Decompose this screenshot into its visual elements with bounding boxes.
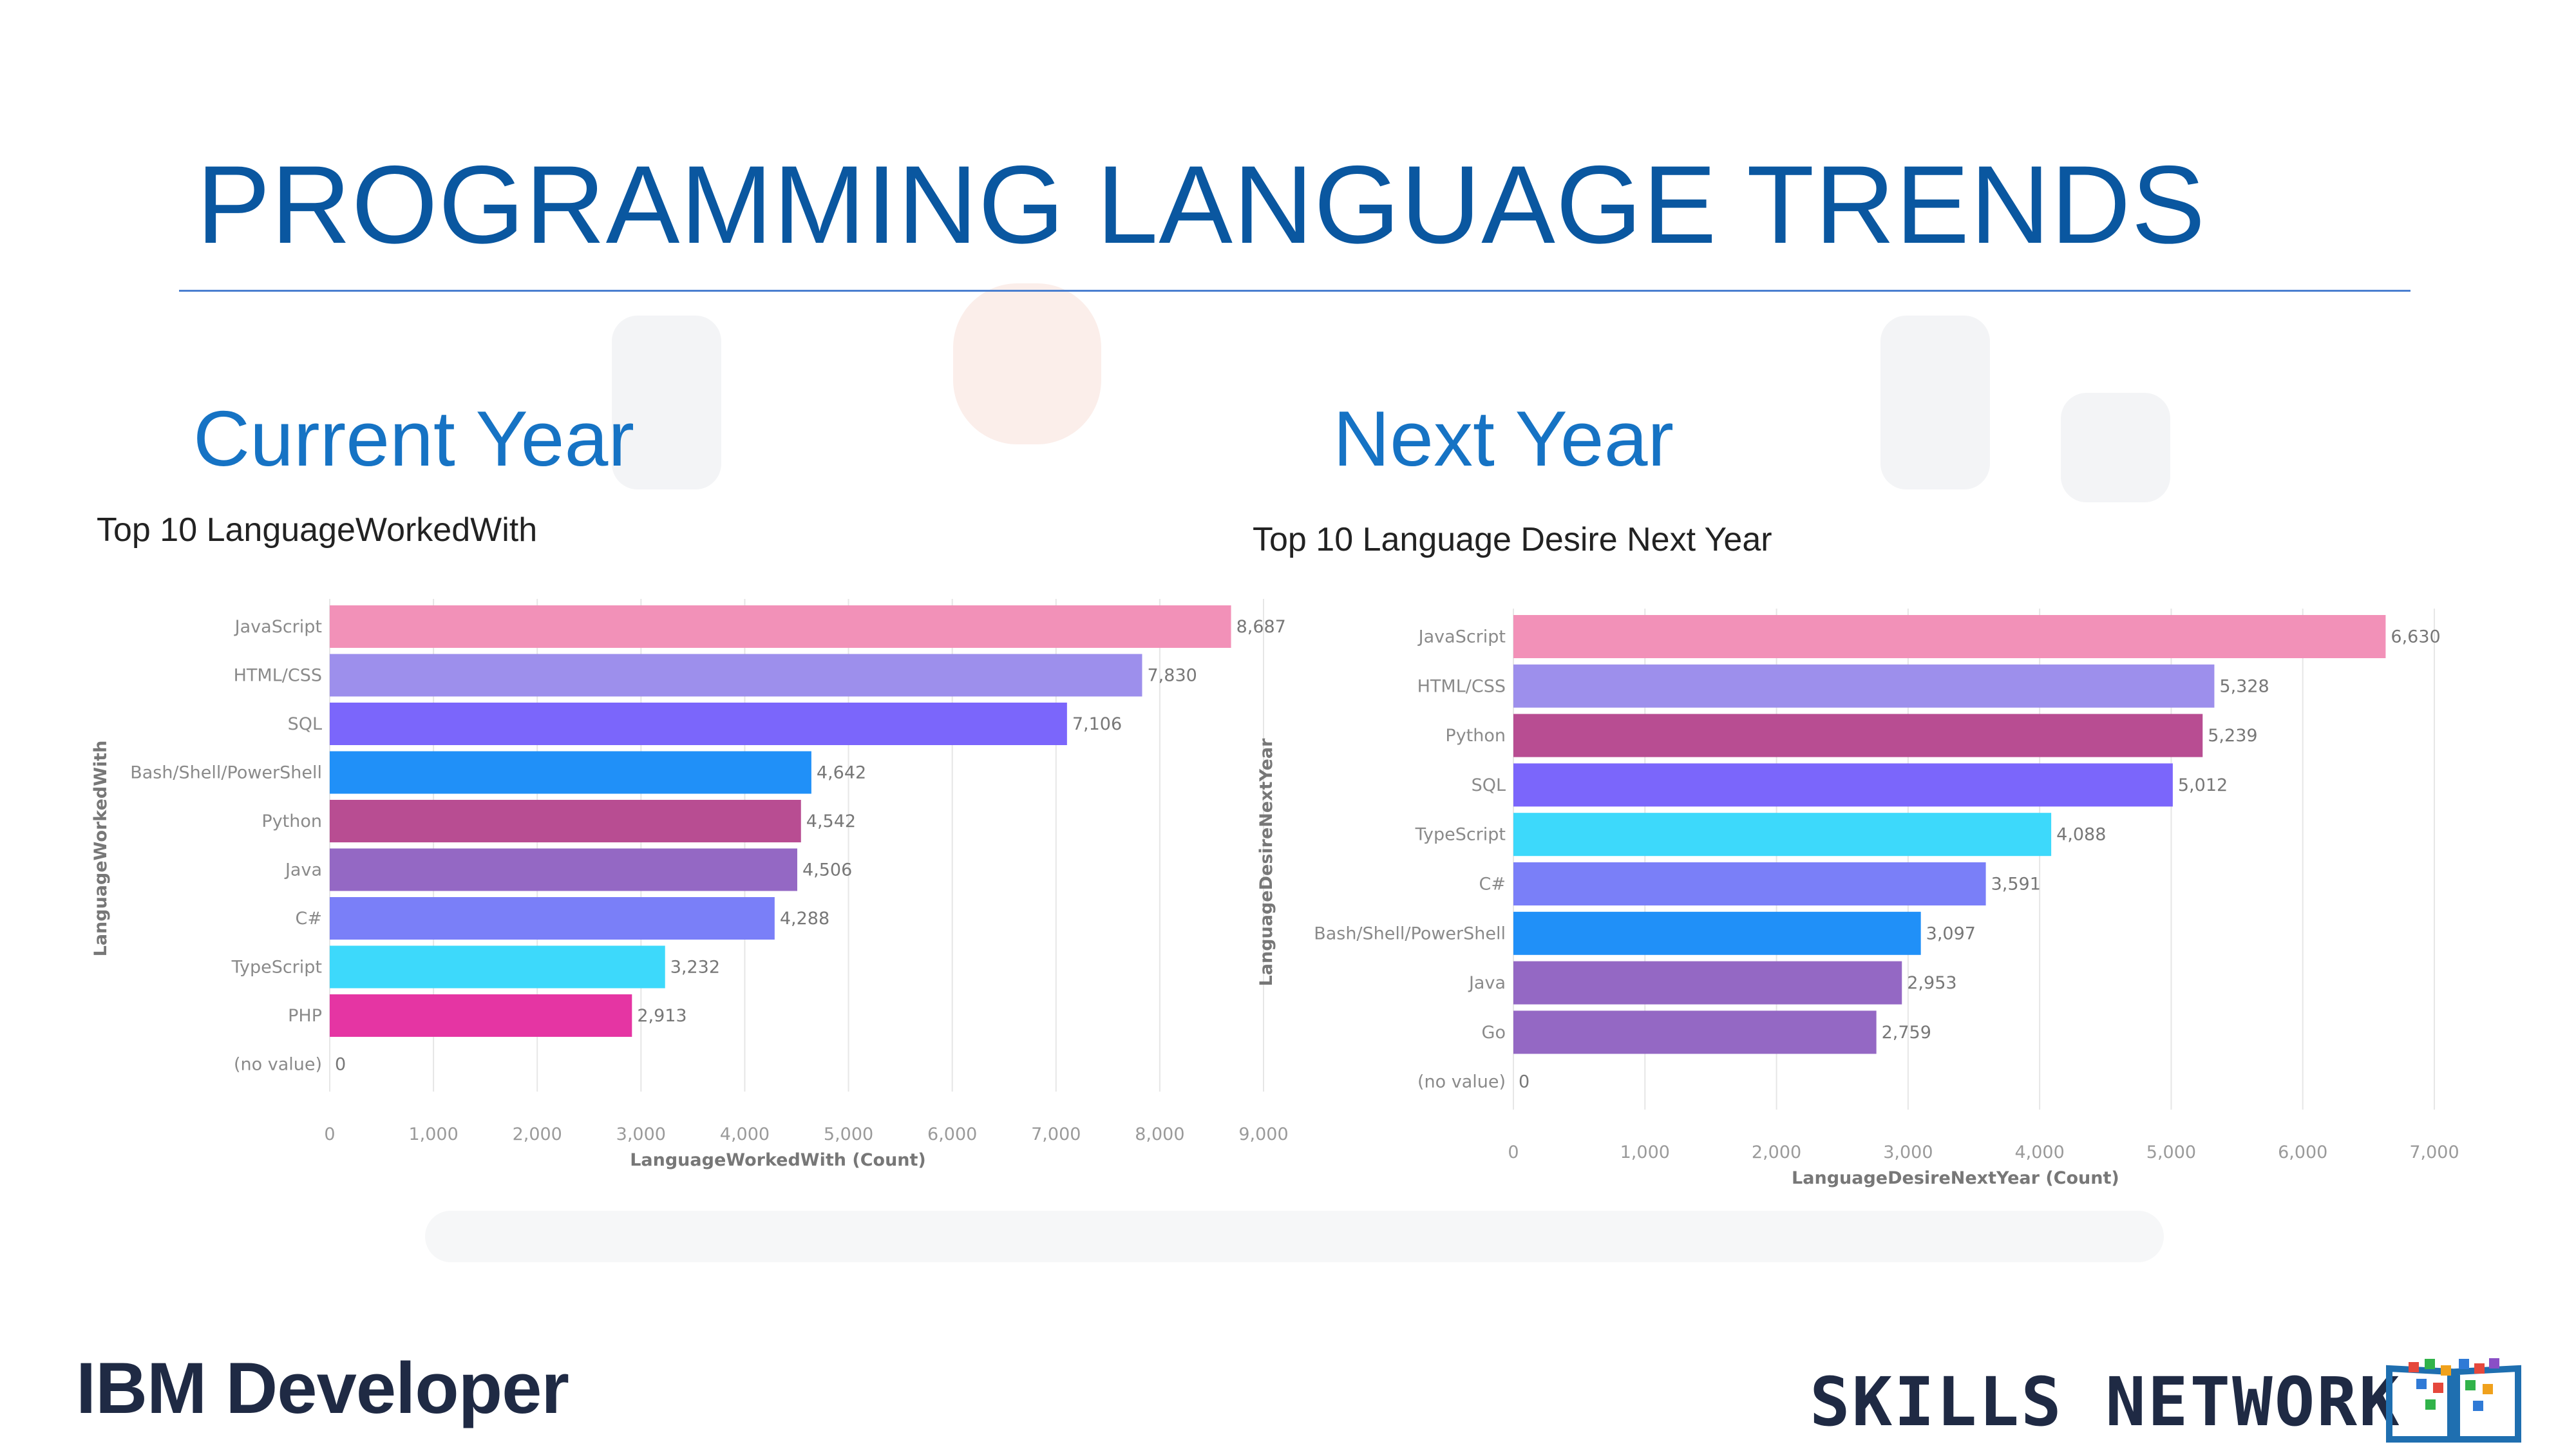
data-label: 3,232 — [670, 958, 720, 978]
data-label: 0 — [1519, 1072, 1530, 1092]
data-label: 0 — [335, 1055, 346, 1075]
category-label: C# — [296, 909, 322, 929]
bar — [330, 703, 1067, 745]
ibm-developer-logo: IBM Developer — [76, 1348, 569, 1428]
books-icon — [2386, 1358, 2521, 1443]
bar — [1513, 911, 1921, 955]
chart-title: Top 10 Language Desire Next Year — [1253, 521, 1772, 558]
x-tick-label: 6,000 — [2278, 1142, 2327, 1162]
bar — [330, 897, 775, 940]
title-divider — [179, 290, 2410, 292]
x-tick-label: 1,000 — [408, 1124, 458, 1144]
x-tick-label: 3,000 — [616, 1124, 666, 1144]
x-tick-label: 6,000 — [927, 1124, 977, 1144]
x-tick-label: 0 — [324, 1124, 335, 1144]
data-label: 5,328 — [2219, 676, 2269, 696]
language-worked-with-chart: Top 10 LanguageWorkedWith JavaScript 8,687… — [91, 511, 1289, 1170]
bar — [1513, 664, 2215, 708]
category-label: Python — [261, 811, 322, 831]
data-label: 2,913 — [637, 1006, 687, 1026]
bar — [1513, 714, 2203, 757]
x-tick-label: 2,000 — [513, 1124, 562, 1144]
category-label: JavaScript — [234, 617, 322, 637]
bar — [330, 800, 801, 842]
language-desire-next-year-chart: Top 10 Language Desire Next Year JavaScri… — [1253, 521, 2459, 1188]
bar — [330, 945, 665, 989]
background-decoration — [953, 283, 1101, 444]
category-label: PHP — [288, 1006, 322, 1026]
bar — [330, 654, 1142, 697]
category-label: HTML/CSS — [234, 666, 322, 686]
category-label: Java — [1468, 973, 1506, 993]
x-tick-label: 7,000 — [2409, 1142, 2459, 1162]
data-label: 4,642 — [817, 763, 866, 783]
bar — [330, 751, 811, 794]
bar — [1513, 615, 2386, 658]
y-axis-title: LanguageDesireNextYear — [1256, 738, 1276, 987]
category-label: Bash/Shell/PowerShell — [130, 763, 322, 783]
data-label: 5,239 — [2208, 726, 2257, 746]
category-label: Bash/Shell/PowerShell — [1314, 923, 1506, 943]
bar — [330, 848, 797, 891]
x-tick-label: 9,000 — [1238, 1124, 1288, 1144]
category-label: C# — [1479, 875, 1506, 895]
x-tick-label: 4,000 — [2014, 1142, 2064, 1162]
x-tick-label: 5,000 — [824, 1124, 873, 1144]
background-decoration — [2061, 393, 2170, 502]
data-label: 3,591 — [1991, 875, 2041, 895]
data-label: 4,288 — [780, 909, 829, 929]
bar — [1513, 813, 2052, 857]
category-label: HTML/CSS — [1417, 676, 1506, 696]
data-label: 4,088 — [2056, 825, 2106, 845]
bar — [1513, 1010, 1877, 1054]
category-label: Java — [284, 860, 322, 880]
background-decoration — [1880, 316, 1990, 489]
category-label: SQL — [288, 714, 322, 734]
category-label: (no value) — [234, 1055, 322, 1075]
x-tick-label: 2,000 — [1752, 1142, 1801, 1162]
background-decoration — [612, 316, 721, 489]
x-tick-label: 7,000 — [1031, 1124, 1081, 1144]
x-tick-label: 5,000 — [2146, 1142, 2196, 1162]
data-label: 2,759 — [1882, 1023, 1931, 1043]
chart-title: Top 10 LanguageWorkedWith — [97, 511, 537, 549]
bar — [330, 605, 1231, 648]
category-label: JavaScript — [1417, 627, 1506, 647]
data-label: 5,012 — [2178, 775, 2228, 795]
next-year-heading: Next Year — [1333, 395, 1674, 482]
data-label: 6,630 — [2391, 627, 2440, 647]
bar — [330, 994, 632, 1037]
y-axis-title: LanguageWorkedWith — [91, 741, 111, 957]
data-label: 7,106 — [1072, 714, 1122, 734]
data-label: 2,953 — [1907, 973, 1956, 993]
bar — [1513, 862, 1986, 905]
page-title: PROGRAMMING LANGUAGE TRENDS — [196, 143, 2206, 267]
current-year-heading: Current Year — [193, 395, 634, 482]
skills-network-logo: SKILLS NETWORK — [1810, 1363, 2401, 1441]
data-label: 3,097 — [1926, 923, 1976, 943]
category-label: (no value) — [1417, 1072, 1506, 1092]
category-label: Python — [1445, 726, 1506, 746]
bar — [1513, 961, 1902, 1005]
x-axis-title: LanguageDesireNextYear (Count) — [1792, 1168, 2119, 1188]
x-tick-label: 1,000 — [1620, 1142, 1670, 1162]
data-label: 4,506 — [802, 860, 852, 880]
data-label: 4,542 — [806, 811, 856, 831]
x-tick-label: 8,000 — [1135, 1124, 1184, 1144]
category-label: Go — [1482, 1023, 1506, 1043]
category-label: TypeScript — [231, 958, 322, 978]
background-decoration — [425, 1211, 2164, 1262]
data-label: 8,687 — [1236, 617, 1286, 637]
x-axis-title: LanguageWorkedWith (Count) — [630, 1150, 926, 1170]
category-label: TypeScript — [1415, 825, 1506, 845]
x-tick-label: 3,000 — [1883, 1142, 1933, 1162]
data-label: 7,830 — [1148, 666, 1197, 686]
x-tick-label: 4,000 — [720, 1124, 770, 1144]
category-label: SQL — [1472, 775, 1506, 795]
bar — [1513, 763, 2173, 807]
x-tick-label: 0 — [1508, 1142, 1519, 1162]
